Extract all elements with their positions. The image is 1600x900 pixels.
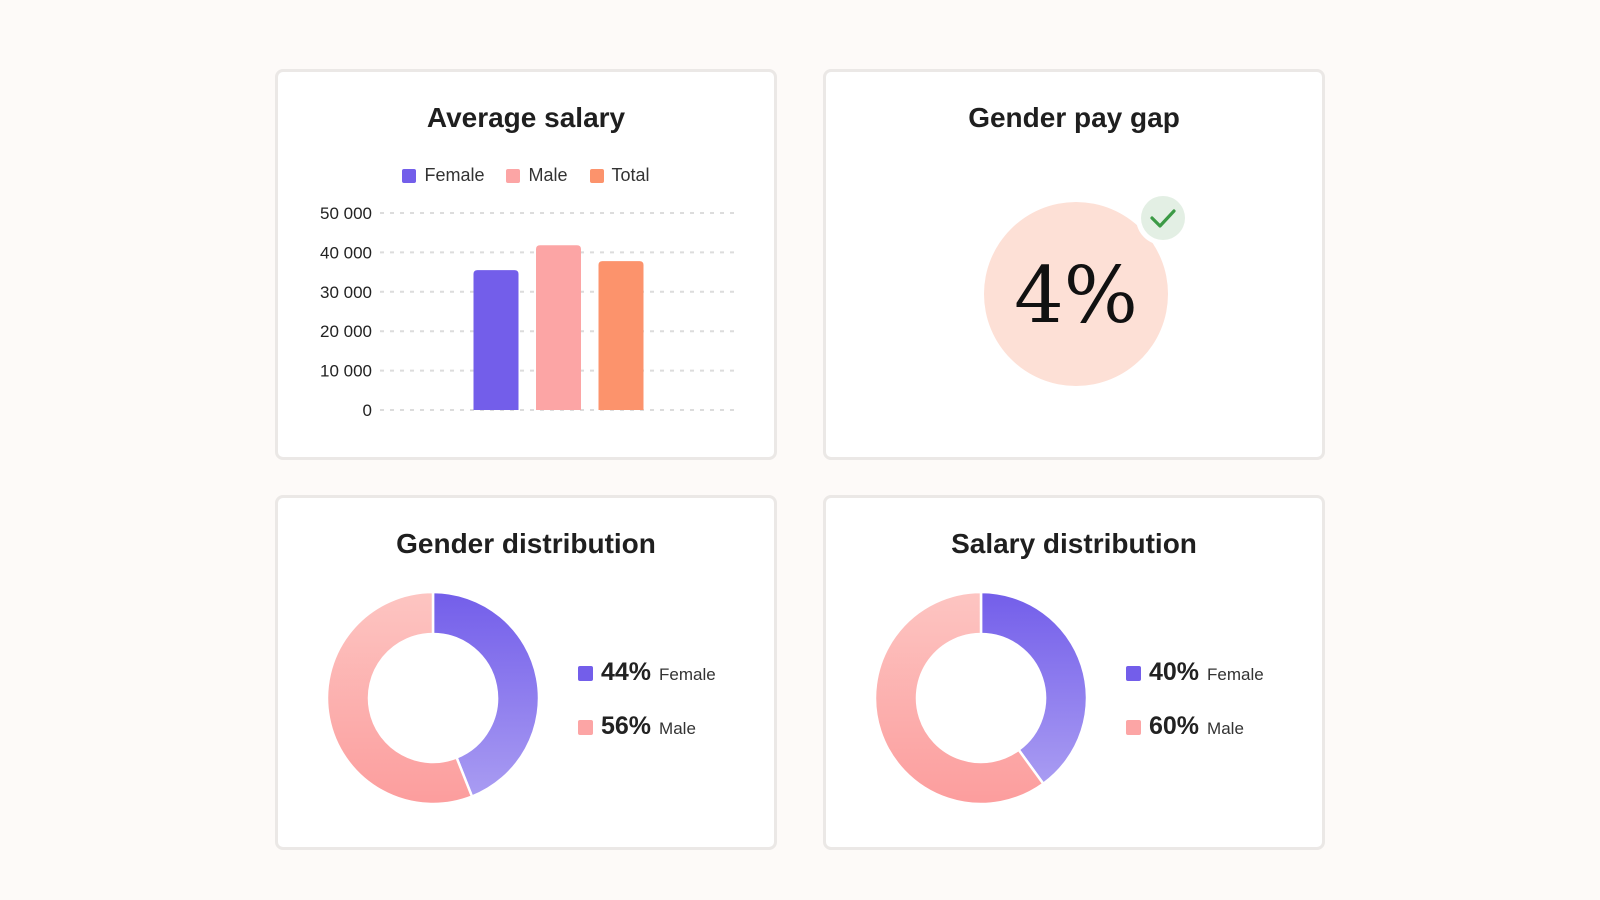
- salary-distribution-title: Salary distribution: [951, 528, 1197, 559]
- legend-item-male: 56% Male: [578, 712, 716, 766]
- legend-label-male: Male: [1207, 719, 1244, 738]
- gender-distribution-donut: [325, 590, 541, 806]
- legend-label-total: Total: [611, 165, 650, 185]
- y-tick-label: 40 000: [320, 243, 372, 262]
- salary-distribution-donut: [873, 590, 1089, 806]
- pay-gap-graphic: 4%: [984, 191, 1190, 386]
- average-salary-card: Average salary Female Male Total 0 10 000…: [275, 69, 777, 460]
- gender-pay-gap-card: Gender pay gap 4%: [823, 69, 1325, 460]
- bar-female: [473, 270, 519, 410]
- average-salary-bar-chart: 0 10 000 20 000 30 000 40 000 50 000: [320, 204, 738, 420]
- legend-percent-female: 40%: [1149, 658, 1200, 686]
- donut-slice-female: [431, 590, 541, 798]
- bar-total: [598, 261, 644, 410]
- salary-distribution-legend: 40% Female 60% Male: [1126, 658, 1264, 766]
- legend-label-female: Female: [1207, 665, 1264, 684]
- y-tick-label: 0: [363, 401, 372, 420]
- donut-slice-male: [325, 590, 474, 806]
- donut-slice-female: [979, 590, 1089, 786]
- legend-item-female: 44% Female: [578, 658, 716, 712]
- gender-distribution-card: Gender distribution 44% Female 56% Male: [275, 495, 777, 850]
- y-tick-label: 20 000: [320, 322, 372, 341]
- legend-swatch-male: [1126, 720, 1141, 735]
- legend-swatch-female: [1126, 666, 1141, 681]
- legend-swatch-male: [578, 720, 593, 735]
- legend-item-male: 60% Male: [1126, 712, 1264, 766]
- average-salary-legend: Female Male Total: [278, 165, 774, 186]
- legend-label-female: Female: [659, 665, 716, 684]
- pay-gap-circle: [984, 202, 1168, 386]
- y-tick-label: 30 000: [320, 283, 372, 302]
- legend-label-male: Male: [659, 719, 696, 738]
- legend-swatch-total: [589, 168, 604, 183]
- legend-label-female: Female: [424, 165, 485, 185]
- bar-male: [536, 245, 581, 410]
- y-tick-label: 10 000: [320, 362, 372, 381]
- average-salary-title: Average salary: [426, 102, 626, 133]
- legend-label-male: Male: [528, 165, 568, 185]
- legend-percent-male: 56%: [601, 712, 652, 740]
- gender-distribution-legend: 44% Female 56% Male: [578, 658, 716, 766]
- donut-slice-male: [873, 590, 1045, 806]
- legend-item-female: 40% Female: [1126, 658, 1264, 712]
- legend-percent-female: 44%: [601, 658, 652, 686]
- pay-gap-value: 4%: [1014, 251, 1138, 341]
- y-tick-label: 50 000: [320, 204, 372, 223]
- legend-swatch-female: [402, 168, 417, 183]
- legend-swatch-male: [506, 168, 521, 183]
- check-icon: [1136, 191, 1190, 245]
- legend-item-male: Male: [506, 165, 568, 186]
- salary-distribution-card: Salary distribution 40% Female 60% Male: [823, 495, 1325, 850]
- legend-item-total: Total: [589, 165, 650, 186]
- gender-pay-gap-title: Gender pay gap: [968, 102, 1180, 133]
- legend-percent-male: 60%: [1149, 712, 1200, 740]
- legend-item-female: Female: [402, 165, 484, 186]
- legend-swatch-female: [578, 666, 593, 681]
- gender-distribution-title: Gender distribution: [396, 528, 656, 559]
